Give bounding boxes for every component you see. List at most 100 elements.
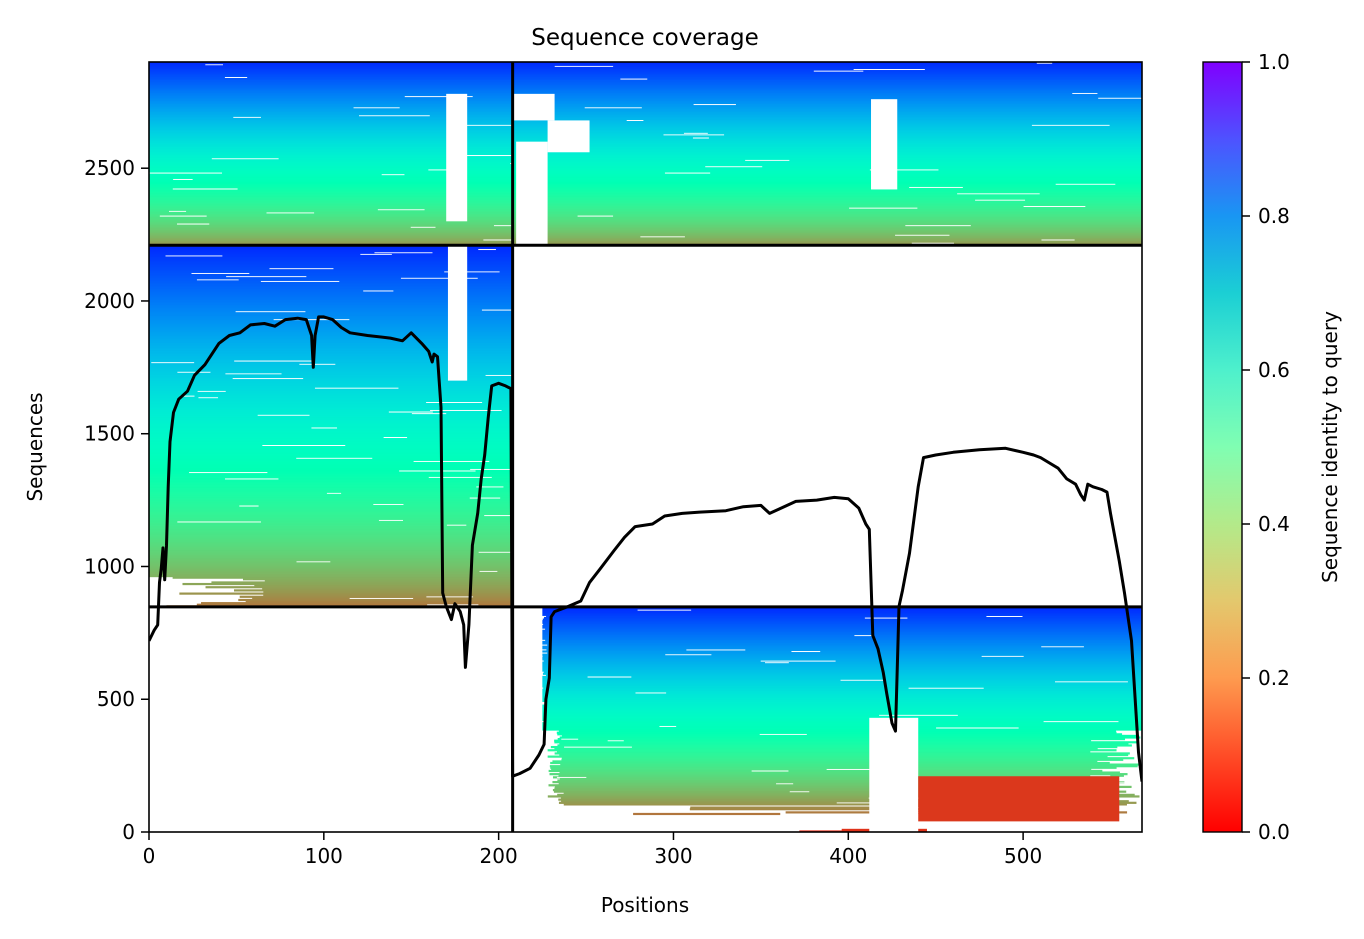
- coverage-band: [149, 463, 513, 466]
- coverage-band: [539, 637, 1142, 640]
- coverage-band: [512, 195, 1142, 199]
- coverage-band: [149, 559, 513, 562]
- coverage-band: [149, 519, 513, 522]
- coverage-band: [538, 714, 1142, 717]
- coverage-band: [149, 310, 513, 313]
- coverage-band: [512, 125, 1142, 128]
- coverage-gap-streak: [205, 64, 223, 66]
- coverage-band: [512, 218, 1142, 221]
- coverage-band: [149, 394, 513, 398]
- coverage-band: [149, 490, 513, 493]
- coverage-gap-streak: [476, 486, 504, 488]
- coverage-band: [149, 512, 513, 516]
- coverage-band: [537, 707, 1142, 710]
- coverage-band: [546, 615, 1142, 618]
- coverage-band: [149, 302, 513, 305]
- coverage-band: [552, 760, 1098, 763]
- coverage-band: [149, 249, 513, 253]
- coverage-gap-streak: [879, 714, 958, 716]
- coverage-band: [149, 138, 513, 141]
- coverage-band: [149, 396, 513, 399]
- coverage-band: [149, 516, 513, 519]
- y-tick-label: 0: [122, 820, 135, 844]
- coverage-gap: [871, 99, 898, 190]
- coverage-band: [149, 407, 513, 410]
- coverage-band: [149, 229, 513, 232]
- coverage-band: [196, 603, 513, 606]
- coverage-band: [512, 120, 1142, 124]
- coverage-band: [512, 87, 1142, 90]
- coverage-band: [149, 109, 513, 112]
- coverage-band: [149, 116, 513, 119]
- coverage-band: [512, 232, 1142, 235]
- coverage-band: [234, 589, 513, 592]
- coverage-band: [512, 100, 1142, 103]
- coverage-gap-streak: [607, 740, 624, 742]
- coverage-band: [149, 159, 513, 162]
- coverage-band: [149, 71, 513, 74]
- coverage-gap-streak: [683, 132, 708, 134]
- coverage-band: [149, 128, 513, 132]
- coverage-band: [149, 399, 513, 402]
- coverage-band: [546, 648, 1142, 651]
- coverage-band: [149, 466, 513, 469]
- coverage-band: [149, 111, 513, 114]
- coverage-gap-streak: [176, 223, 210, 225]
- coverage-band: [512, 199, 1142, 202]
- coverage-band: [558, 782, 1097, 785]
- coverage-band: [512, 173, 1142, 176]
- coverage-gap-streak: [269, 268, 334, 270]
- coverage-band: [149, 453, 513, 457]
- coverage-band: [149, 148, 513, 151]
- coverage-band: [512, 144, 1142, 148]
- coverage-band: [149, 547, 513, 551]
- coverage-gap-streak: [296, 457, 373, 459]
- coverage-band: [149, 374, 513, 377]
- coverage-band: [149, 213, 513, 216]
- coverage-band: [512, 216, 1142, 219]
- coverage-band: [512, 89, 1142, 92]
- coverage-band: [841, 828, 999, 832]
- coverage-gap-streak: [225, 373, 282, 375]
- coverage-gap-streak: [478, 249, 496, 251]
- coverage-band: [149, 337, 513, 340]
- coverage-band: [537, 679, 1142, 682]
- coverage-gap-streak: [981, 655, 1024, 657]
- coverage-band: [561, 758, 1124, 761]
- coverage-band: [512, 84, 1142, 87]
- coverage-blocks: [149, 62, 1142, 832]
- coverage-band: [512, 106, 1142, 109]
- coverage-band: [149, 194, 513, 197]
- coverage-band: [149, 364, 513, 367]
- colorbar-tick-label: 0.2: [1258, 666, 1290, 690]
- coverage-gap-streak: [373, 503, 404, 505]
- coverage-band: [149, 367, 513, 371]
- coverage-band: [512, 105, 1142, 108]
- coverage-band: [149, 484, 513, 487]
- coverage-band: [149, 300, 513, 304]
- coverage-band: [149, 498, 513, 501]
- colorbar-tick-label: 0.8: [1258, 204, 1290, 228]
- coverage-band: [559, 771, 1120, 774]
- coverage-band: [534, 626, 1142, 629]
- coverage-band: [149, 406, 513, 409]
- coverage-band: [512, 186, 1142, 189]
- coverage-band: [149, 469, 513, 473]
- coverage-gap-streak: [191, 272, 250, 274]
- coverage-band: [528, 675, 1142, 679]
- coverage-band: [149, 551, 513, 554]
- coverage-band: [201, 602, 513, 605]
- coverage-band: [149, 192, 513, 195]
- coverage-band: [537, 722, 1142, 725]
- coverage-band: [149, 359, 513, 363]
- coverage-band: [149, 485, 513, 488]
- coverage-band: [512, 149, 1142, 152]
- coverage-band: [149, 132, 513, 135]
- coverage-band: [149, 175, 513, 178]
- coverage-band: [149, 422, 513, 425]
- coverage-gap-streak: [381, 174, 405, 176]
- colorbar-tick-label: 1.0: [1258, 50, 1290, 74]
- coverage-band: [149, 434, 513, 437]
- coverage-band: [523, 715, 1142, 718]
- coverage-band: [537, 650, 1142, 653]
